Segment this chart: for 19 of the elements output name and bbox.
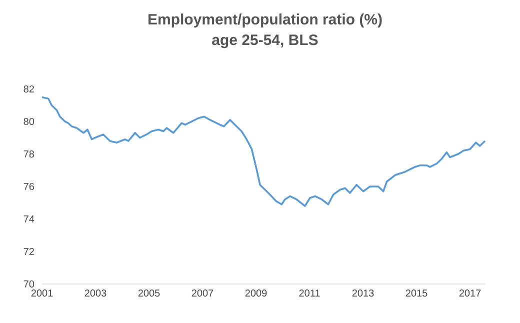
y-tick-label: 76 (24, 182, 34, 190)
x-tick-label: 2001 (31, 290, 53, 297)
x-tick-label: 2005 (138, 290, 160, 297)
chart-title: Employment/population ratio (%) (148, 14, 382, 28)
y-tick-label: 70 (24, 280, 34, 288)
chart-subtitle: age 25-54, BLS (212, 34, 318, 48)
y-tick-label: 78 (24, 150, 34, 158)
x-tick-label: 2011 (299, 290, 320, 297)
x-tick-label: 2017 (459, 290, 481, 297)
x-tick-label: 2009 (245, 290, 267, 297)
y-tick-label: 82 (24, 85, 34, 93)
x-tick-label: 2013 (352, 290, 374, 297)
y-tick-label: 80 (24, 118, 34, 126)
y-tick-label: 72 (24, 248, 34, 255)
x-tick-label: 2003 (84, 290, 106, 297)
x-tick-label: 2007 (192, 290, 214, 297)
line-series (41, 96, 486, 207)
y-tick-label: 74 (24, 216, 34, 222)
x-tick-label: 2015 (406, 290, 428, 297)
